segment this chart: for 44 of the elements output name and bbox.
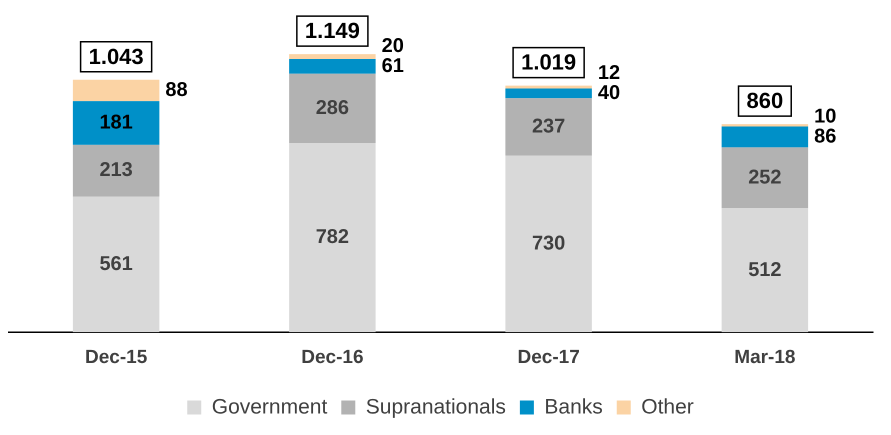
bar — [72, 80, 160, 102]
bar — [722, 126, 808, 148]
data-label: 86 — [814, 125, 836, 148]
data-label: 730 — [532, 232, 566, 254]
bar — [722, 124, 808, 127]
legend-label: Government — [212, 395, 328, 418]
total-label: 1.043 — [88, 44, 144, 69]
data-label: 252 — [748, 166, 782, 188]
bar — [505, 88, 592, 98]
bar — [505, 156, 592, 332]
data-label: 20 — [382, 34, 404, 57]
x-tick-label: Dec-15 — [84, 346, 148, 368]
bar — [722, 147, 808, 208]
x-tick-label: Mar-18 — [734, 346, 796, 368]
data-label: 12 — [598, 62, 620, 84]
bar — [289, 54, 376, 59]
data-label: 213 — [99, 159, 133, 182]
data-label: 512 — [748, 258, 782, 281]
bar — [289, 142, 376, 332]
data-label: 10 — [814, 105, 836, 128]
total-label: 1.019 — [521, 50, 576, 75]
legend-label: Banks — [544, 395, 603, 418]
data-label: 181 — [99, 112, 133, 134]
bar — [722, 208, 808, 332]
x-tick-label: Dec-16 — [301, 346, 364, 368]
data-label: 88 — [165, 78, 188, 101]
data-label: 286 — [316, 96, 350, 119]
bar — [289, 74, 376, 143]
data-label: 237 — [532, 115, 566, 138]
data-label: 61 — [382, 54, 404, 77]
data-label: 40 — [598, 82, 620, 104]
legend-label: Other — [641, 395, 694, 418]
legend-label: Supranationals — [366, 395, 506, 418]
x-tick-label: Dec-17 — [517, 346, 580, 368]
bar — [72, 196, 160, 332]
total-label: 1.149 — [304, 18, 360, 44]
data-label: 782 — [316, 226, 350, 248]
bar — [289, 58, 376, 74]
data-label: 561 — [99, 252, 133, 275]
bar — [505, 86, 592, 89]
bar — [72, 144, 160, 196]
bar — [72, 101, 160, 145]
total-label: 860 — [746, 88, 784, 114]
bar — [505, 98, 592, 156]
